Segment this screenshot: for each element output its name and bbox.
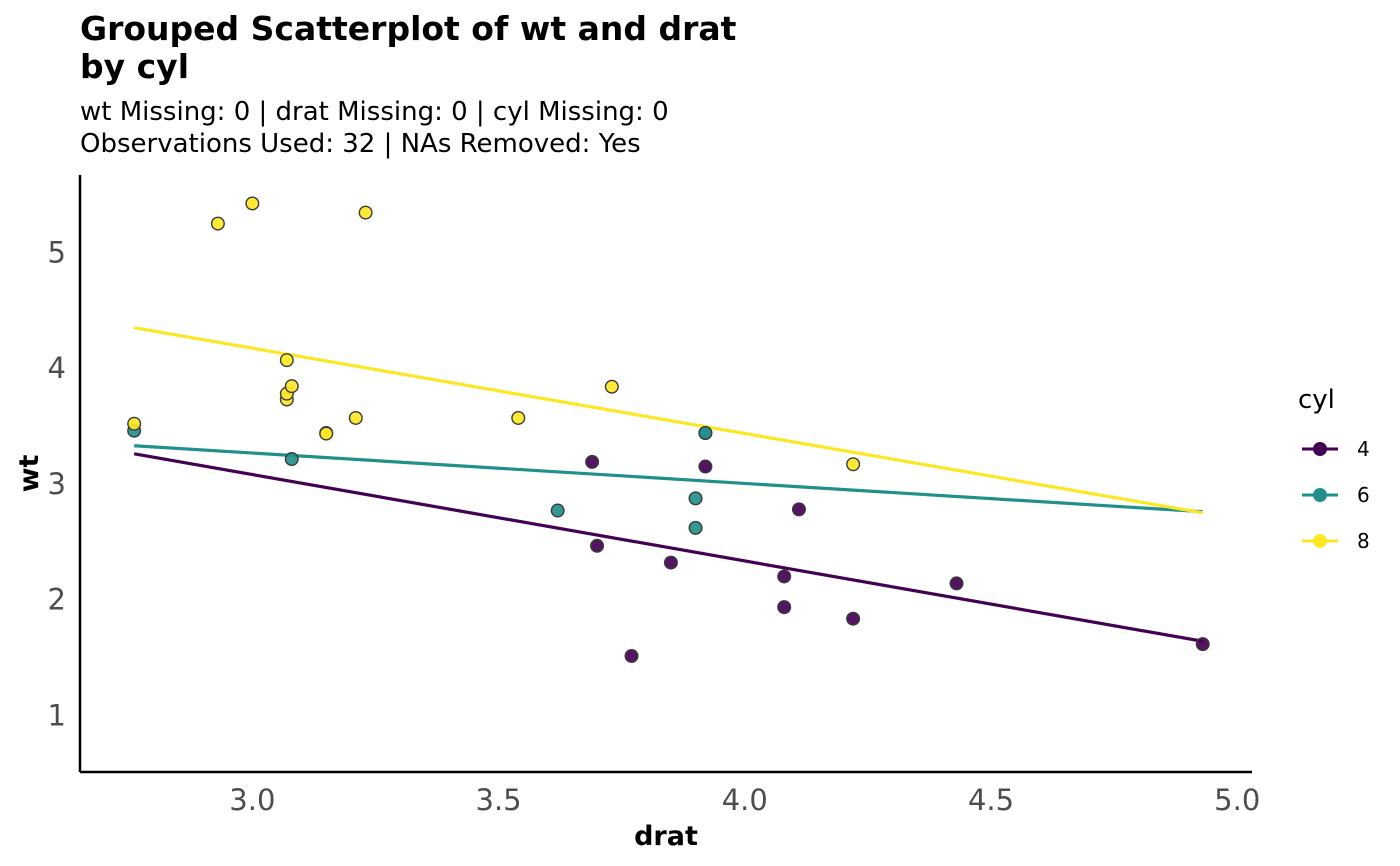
x-tick-label: 4.0 <box>722 783 768 817</box>
data-points <box>127 196 1210 663</box>
point-cyl-8 <box>279 353 294 368</box>
x-tick-label: 5.0 <box>1214 783 1260 817</box>
point-cyl-8 <box>245 196 260 211</box>
legend: cyl 4 6 8 <box>1298 385 1370 553</box>
x-axis-ticks: 3.0 3.5 4.0 4.5 5.0 <box>229 783 1260 817</box>
point-cyl-4 <box>663 555 678 570</box>
axes <box>78 175 1252 774</box>
point-cyl-4 <box>777 569 792 584</box>
point-cyl-8 <box>284 379 299 394</box>
point-cyl-4 <box>949 576 964 591</box>
chart-title: Grouped Scatterplot of wt and drat by cy… <box>80 10 736 86</box>
point-cyl-8 <box>358 205 373 220</box>
y-tick-label: 3 <box>48 467 66 501</box>
chart-title-line-1: Grouped Scatterplot of wt and drat <box>80 9 737 48</box>
y-axis-ticks: 1 2 3 4 5 <box>48 236 66 733</box>
point-cyl-6 <box>688 491 703 506</box>
chart-subtitle: wt Missing: 0 | drat Missing: 0 | cyl Mi… <box>80 96 669 160</box>
point-cyl-6 <box>698 426 713 441</box>
point-cyl-4 <box>1195 637 1210 652</box>
x-tick-label: 3.5 <box>476 783 522 817</box>
point-cyl-4 <box>590 538 605 553</box>
point-cyl-4 <box>624 648 639 663</box>
x-tick-label: 3.0 <box>229 783 275 817</box>
point-cyl-4 <box>791 502 806 517</box>
point-cyl-8 <box>319 426 334 441</box>
point-cyl-4 <box>846 611 861 626</box>
chart-subtitle-line-2: Observations Used: 32 | NAs Removed: Yes <box>80 129 641 159</box>
y-axis-title: wt <box>14 454 45 492</box>
chart-title-line-2: by cyl <box>80 47 190 86</box>
point-cyl-8 <box>604 379 619 394</box>
y-tick-label: 5 <box>48 236 66 270</box>
fit-lines <box>133 326 1204 643</box>
point-cyl-8 <box>511 410 526 425</box>
fit-line-cyl-4 <box>133 452 1204 643</box>
x-axis-title: drat <box>634 821 698 852</box>
point-cyl-8 <box>846 457 861 472</box>
point-cyl-4 <box>777 600 792 615</box>
legend-label-cyl-4: 4 <box>1357 437 1370 461</box>
legend-key-point-cyl-4 <box>1313 442 1327 456</box>
legend-label-cyl-8: 8 <box>1357 529 1370 553</box>
legend-key-point-cyl-8 <box>1313 534 1327 548</box>
chart-subtitle-line-1: wt Missing: 0 | drat Missing: 0 | cyl Mi… <box>80 97 669 127</box>
y-tick-label: 4 <box>48 351 66 385</box>
point-cyl-4 <box>585 454 600 469</box>
legend-title: cyl <box>1298 385 1335 415</box>
point-cyl-6 <box>550 503 565 518</box>
point-cyl-4 <box>698 459 713 474</box>
point-cyl-8 <box>127 416 142 431</box>
fit-line-cyl-6 <box>134 444 1203 514</box>
point-cyl-6 <box>284 452 299 467</box>
point-cyl-8 <box>210 216 225 231</box>
legend-label-cyl-6: 6 <box>1357 483 1370 507</box>
fit-line-cyl-8 <box>133 326 1204 515</box>
legend-items: 4 6 8 <box>1302 437 1370 553</box>
point-cyl-6 <box>688 520 703 535</box>
legend-key-point-cyl-6 <box>1313 488 1327 502</box>
point-cyl-8 <box>348 410 363 425</box>
y-tick-label: 1 <box>48 698 66 732</box>
x-tick-label: 4.5 <box>968 783 1014 817</box>
y-tick-label: 2 <box>48 583 66 617</box>
